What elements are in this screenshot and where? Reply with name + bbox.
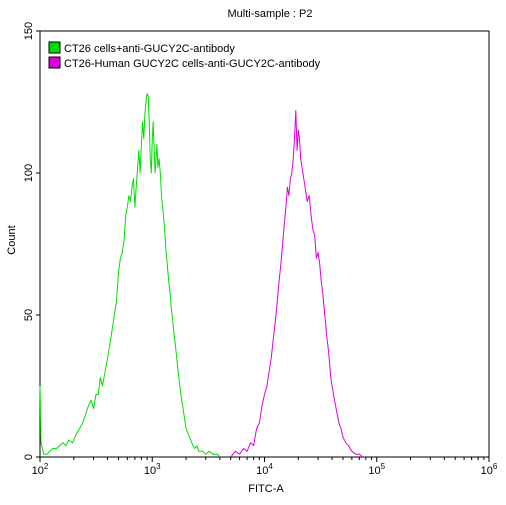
x-tick-label: 103 bbox=[144, 462, 161, 477]
y-tick-label: 0 bbox=[23, 454, 35, 460]
x-tick-label: 102 bbox=[32, 462, 49, 477]
series-lines bbox=[39, 93, 364, 458]
legend-swatch-2 bbox=[48, 56, 61, 69]
x-tick-label: 104 bbox=[256, 462, 273, 477]
series-line-1 bbox=[39, 93, 221, 458]
legend: CT26 cells+anti-GUCY2C-antibody CT26-Huma… bbox=[48, 41, 321, 70]
chart-title: Multi-sample : P2 bbox=[228, 8, 313, 20]
series-line-2 bbox=[230, 110, 364, 458]
y-axis-label: Count bbox=[6, 225, 18, 254]
y-tick-label: 50 bbox=[23, 309, 35, 321]
legend-label-2: CT26-Human GUCY2C cells-anti-GUCY2C-anti… bbox=[64, 58, 321, 70]
x-tick-label: 105 bbox=[368, 462, 385, 477]
x-tick-label: 106 bbox=[481, 462, 498, 477]
y-tick-label: 150 bbox=[23, 22, 35, 40]
legend-label-1: CT26 cells+anti-GUCY2C-antibody bbox=[64, 43, 235, 55]
x-axis-label: FITC-A bbox=[248, 483, 284, 495]
y-axis-ticks: 0 50 100 150 bbox=[23, 22, 40, 460]
legend-swatch-1 bbox=[48, 41, 61, 54]
y-tick-label: 100 bbox=[23, 164, 35, 182]
x-axis-ticks: 102 103 104 105 106 bbox=[32, 457, 498, 477]
